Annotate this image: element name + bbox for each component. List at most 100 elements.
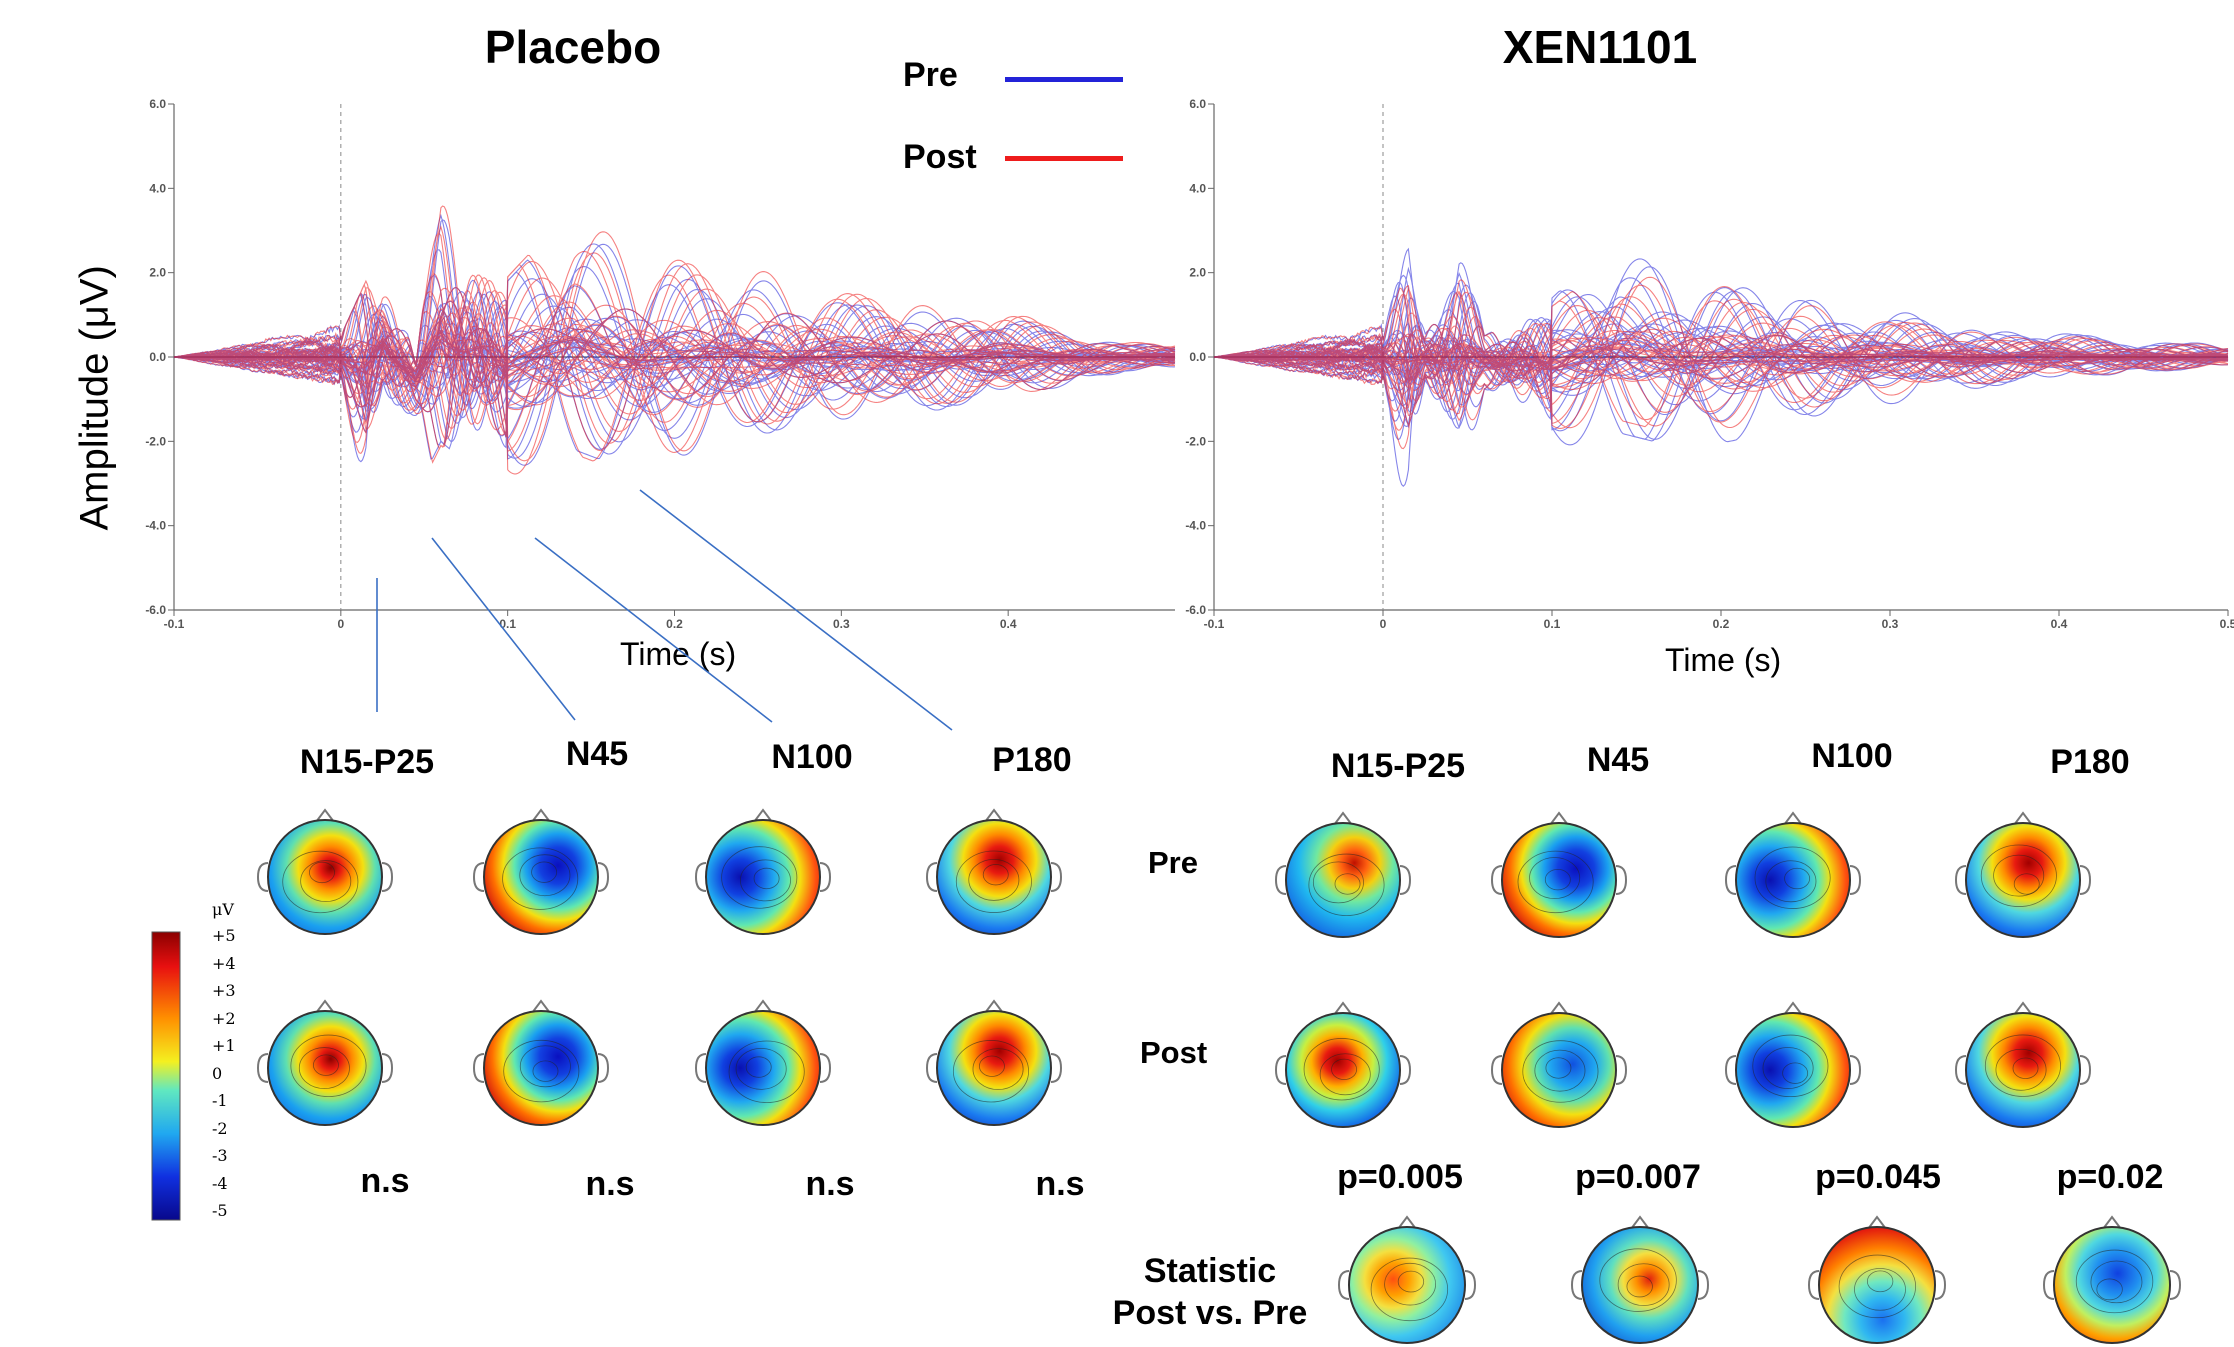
ear-left [472, 862, 485, 892]
scalp-map [1501, 1012, 1617, 1128]
y-tick-label: -2.0 [1185, 434, 1206, 448]
y-tick-label: -4.0 [145, 519, 166, 533]
y-tick-label: 2.0 [149, 266, 166, 280]
trace-post [1213, 293, 2229, 427]
contour [753, 867, 780, 890]
contour [2012, 1057, 2039, 1079]
nose [1397, 1215, 1417, 1230]
ear-left [925, 1053, 938, 1083]
contour [728, 1040, 805, 1103]
ear-left [1274, 1055, 1287, 1085]
ear-right [381, 862, 394, 892]
y-tick-label: -6.0 [1185, 603, 1206, 617]
placebo-comp-n100: N100 [771, 738, 853, 776]
topomap-placebo-post-1 [472, 999, 610, 1126]
topomap-placebo-pre-2 [694, 808, 832, 935]
x-tick-label: 0.1 [499, 617, 516, 631]
nose [1630, 1215, 1650, 1230]
contour [1522, 1040, 1599, 1103]
nose [1333, 811, 1353, 826]
ear-left [1724, 1055, 1737, 1085]
ear-right [1849, 865, 1862, 895]
scalp-map [705, 1010, 821, 1126]
contour [955, 850, 1032, 913]
y-tick-label: 2.0 [1189, 266, 1206, 280]
scalp-map [1581, 1226, 1699, 1344]
contour [1599, 1248, 1677, 1312]
ear-left [256, 1053, 269, 1083]
contour [1529, 857, 1581, 899]
contour [972, 1048, 1024, 1091]
nose [1549, 1001, 1569, 1016]
trace-post [1213, 291, 2229, 406]
contour [1312, 861, 1364, 904]
contour [735, 1047, 787, 1090]
x-tick-label: -0.1 [164, 617, 185, 631]
x-tick-label: 0 [1380, 617, 1387, 631]
series-post [1213, 276, 2229, 450]
placebo-comp-n45: N45 [565, 735, 629, 773]
colorbar-tick-label: -5 [212, 1201, 228, 1220]
ear-left [472, 1053, 485, 1083]
contour [519, 854, 571, 897]
xen-stat-n15p25: p=0.005 [1337, 1158, 1463, 1196]
contour [309, 861, 335, 884]
series-post [173, 205, 1176, 475]
ear-right [381, 1053, 394, 1083]
contour [1854, 1268, 1906, 1311]
ear-left [1490, 1055, 1503, 1085]
scalp-map [936, 819, 1052, 935]
contour [2075, 1249, 2154, 1314]
scalp-map [1818, 1226, 1936, 1344]
topomap-placebo-post-3 [925, 999, 1063, 1126]
ear-left [694, 1053, 707, 1083]
contour [502, 847, 579, 910]
xen-comp-p180: P180 [2050, 743, 2130, 781]
ear-right [1464, 1270, 1477, 1300]
nose [1783, 1001, 1803, 1016]
contour [282, 850, 359, 914]
y-tick-label: -6.0 [145, 603, 166, 617]
ear-right [1050, 1053, 1063, 1083]
ear-right [1615, 1055, 1628, 1085]
colorbar-tick-label: +4 [212, 953, 236, 973]
ear-left [694, 862, 707, 892]
colorbar-tick-label: -3 [212, 1146, 228, 1165]
scalp-map [936, 1010, 1052, 1126]
y-tick-label: -4.0 [1185, 519, 1206, 533]
ear-right [1849, 1055, 1862, 1085]
topomap-xen-post-1 [1490, 1001, 1628, 1128]
ear-right [1399, 1055, 1412, 1085]
contour [1384, 1262, 1437, 1306]
topomap-placebo-pre-1 [472, 808, 610, 935]
x-tick-label: 0.3 [833, 617, 850, 631]
placebo-stat-p180: n.s [1035, 1165, 1085, 1203]
scalp-map [1965, 1012, 2081, 1128]
ear-left [1807, 1270, 1820, 1300]
nose [2013, 811, 2033, 826]
contour [1370, 1257, 1449, 1322]
contour [2013, 873, 2040, 895]
nose [1549, 811, 1569, 826]
legend-pre-line [1005, 77, 1123, 82]
scalp-map [483, 1010, 599, 1126]
contour [532, 1060, 559, 1082]
nose [753, 999, 773, 1014]
placebo-comp-p180: P180 [992, 741, 1072, 779]
contour [952, 1040, 1029, 1103]
topomap-xen-pre-1 [1490, 811, 1628, 938]
trace-post [1213, 286, 2229, 421]
contour [519, 1045, 571, 1088]
scalp-map [267, 819, 383, 935]
scalp-map [1965, 822, 2081, 938]
contour [1334, 873, 1361, 895]
colorbar-unit: μV [212, 900, 234, 919]
topomap-stat-2 [1807, 1215, 1947, 1344]
xen1101-x-axis-label: Time (s) [1665, 642, 1782, 678]
nose [1867, 1215, 1887, 1230]
connector-n100 [534, 537, 773, 723]
colorbar-tick-label: -2 [212, 1118, 228, 1138]
contour [1993, 854, 2045, 897]
x-tick-label: 0.4 [1000, 617, 1017, 631]
